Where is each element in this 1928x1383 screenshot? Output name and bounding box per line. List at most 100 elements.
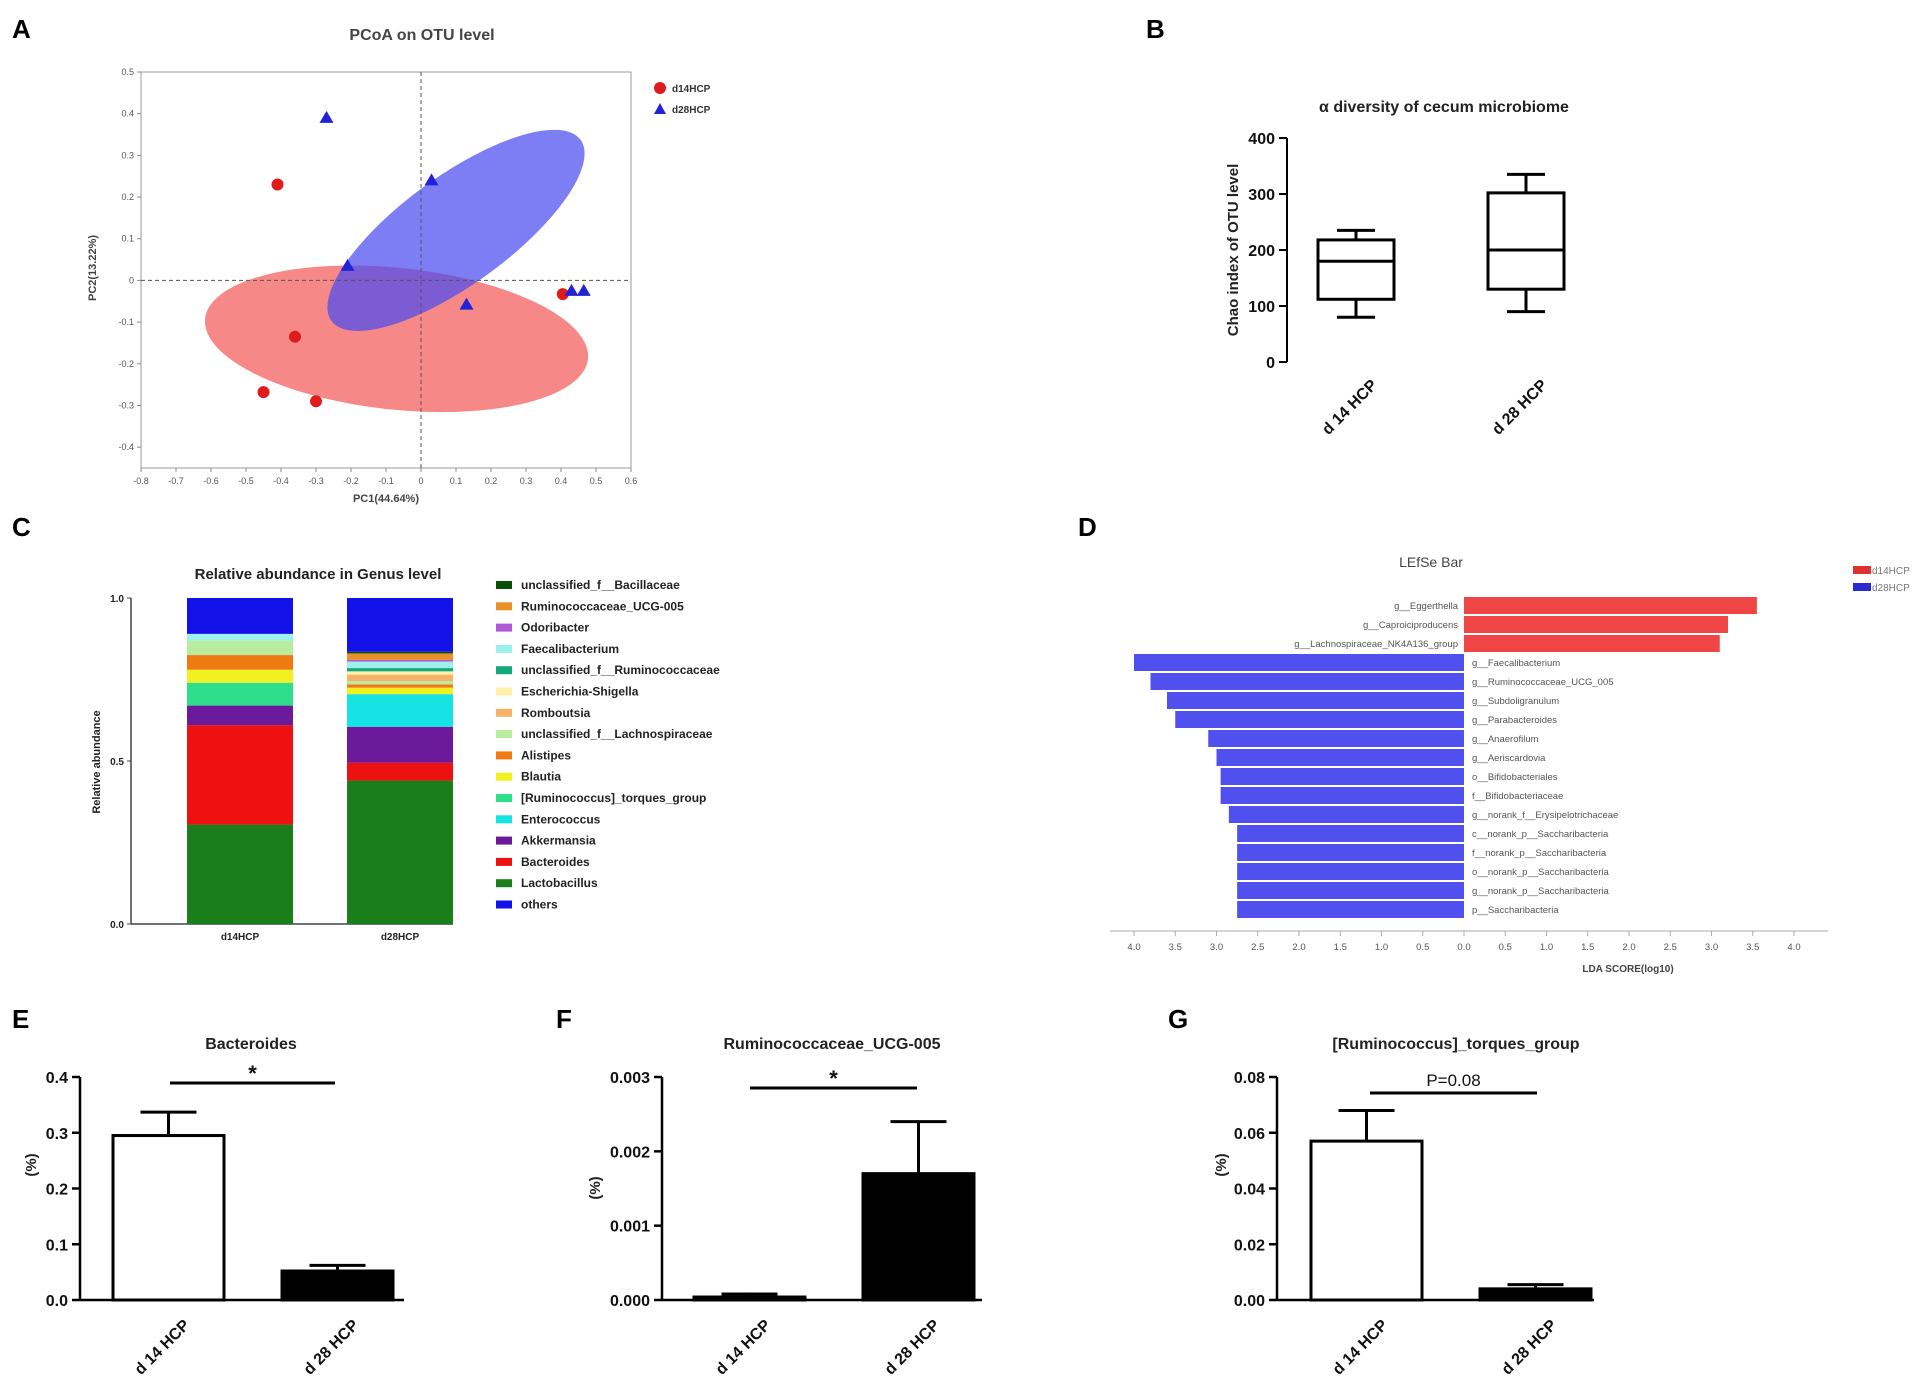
torques-significance-label: P=0.08 bbox=[1426, 1071, 1480, 1090]
torques-y-label: (%) bbox=[1213, 1153, 1230, 1176]
bacteroides-significance-label: * bbox=[248, 1061, 257, 1086]
lefse-bar-label: g__norank_f__Erysipelotrichaceae bbox=[1472, 810, 1618, 821]
lefse-x-tick-label: 4.0 bbox=[1127, 942, 1140, 953]
pcoa-ellipse-d14hcp bbox=[204, 265, 589, 413]
bacteroides-y-tick-label: 0.0 bbox=[46, 1293, 68, 1310]
lefse-x-tick-label: 4.0 bbox=[1787, 942, 1800, 953]
lefse-bar-g-ruminococcaceae-ucg-005 bbox=[1150, 673, 1464, 690]
genus-legend-label-unclassified-f-lachnospiraceae: unclassified_f__Lachnospiraceae bbox=[521, 727, 713, 741]
genus-bar-segment-unclassified-f-lachnospiraceae bbox=[347, 681, 453, 685]
genus-legend-swatch-unclassified-f-lachnospiraceae bbox=[496, 730, 512, 739]
lefse-x-tick-label: 3.5 bbox=[1169, 942, 1182, 953]
genus-legend-swatch-unclassified-f-bacillaceae bbox=[496, 581, 512, 589]
alpha-x-axis: d 14 HCP d 28 HCP bbox=[1319, 377, 1551, 439]
genus-x-tick-label: d14HCP bbox=[221, 932, 260, 943]
lefse-x-label: LDA SCORE(log10) bbox=[1582, 964, 1673, 975]
pcoa-y-tick-label: 0 bbox=[129, 275, 134, 285]
pcoa-ellipse-d28hcp bbox=[327, 129, 585, 331]
genus-legend-label-romboutsia: Romboutsia bbox=[521, 706, 591, 720]
pcoa-x-tick-label: -0.5 bbox=[238, 476, 254, 486]
pcoa-legend-d28: d28HCP bbox=[672, 105, 711, 116]
pcoa-point-d28hcp bbox=[564, 283, 579, 296]
genus-legend: unclassified_f__Bacillaceae Ruminococcace… bbox=[496, 578, 720, 912]
lefse-bar-label: f__Bifidobacteriaceae bbox=[1472, 791, 1563, 802]
alpha-x-tick-label: d 28 HCP bbox=[1489, 377, 1551, 439]
genus-legend-swatch-ruminococcus-torques-group bbox=[496, 794, 512, 802]
pcoa-y-tick-label: 0.4 bbox=[121, 109, 134, 119]
panel-label-g: G bbox=[1168, 1004, 1188, 1034]
pcoa-y-axis: 0.5 0.4 0.3 0.2 0.1 0 -0.1 -0.2 -0.3 -0.4 bbox=[118, 67, 141, 452]
genus-bar-segment-faecalibacterium bbox=[347, 661, 453, 669]
pcoa-y-tick-label: -0.3 bbox=[118, 400, 134, 410]
lefse-x-tick-label: 3.0 bbox=[1210, 942, 1223, 953]
torques-group-chart: [Ruminococcus]_torques_group 0.080.060.0… bbox=[1213, 1036, 1594, 1379]
bacteroides-x-tick-label: d 28 HCP bbox=[301, 1317, 363, 1379]
genus-legend-swatch-romboutsia bbox=[496, 708, 512, 717]
pcoa-point-d14hcp bbox=[310, 395, 322, 408]
alpha-y-tick-label: 300 bbox=[1248, 187, 1275, 204]
genus-legend-label-enterococcus: Enterococcus bbox=[521, 812, 601, 826]
ruminococcaceae-plot: 0.003 0.002 0.001 0.000 d 14 HCP d 28 HCP * bbox=[610, 1066, 982, 1379]
pcoa-y-label: PC2(13.22%) bbox=[87, 235, 99, 301]
panel-label-f: F bbox=[556, 1004, 572, 1034]
panel-label-a: A bbox=[12, 14, 31, 44]
genus-legend-swatch-bacteroides bbox=[496, 857, 512, 866]
torques-title: [Ruminococcus]_torques_group bbox=[1332, 1036, 1579, 1053]
pcoa-title: PCoA on OTU level bbox=[349, 27, 494, 44]
genus-legend-swatch-unclassified-f-ruminococcaceae bbox=[496, 666, 512, 675]
bacteroides-y-tick-label: 0.1 bbox=[46, 1237, 68, 1254]
ruminococcaceae-chart: Ruminococcaceae_UCG-005 0.0030.0020.0010… bbox=[587, 1036, 982, 1379]
pcoa-x-tick-label: 0.6 bbox=[625, 476, 638, 486]
genus-bar-segment-enterococcus bbox=[347, 694, 453, 727]
genus-legend-label-others: others bbox=[521, 898, 558, 912]
lefse-bar-g-caproiciproducens bbox=[1464, 616, 1728, 633]
alpha-y-tick-label: 400 bbox=[1248, 131, 1275, 148]
genus-legend-swatch-akkermansia bbox=[496, 836, 512, 845]
genus-bar-segment-unclassified-f-lachnospiraceae bbox=[187, 640, 293, 656]
genus-bar-segment-escherichia-shigella bbox=[347, 671, 453, 675]
pcoa-x-tick-label: 0.4 bbox=[555, 476, 568, 486]
lefse-chart: LEfSe Bar g__Eggerthella g__Caproiciprodu… bbox=[1110, 554, 1910, 975]
ruminococcaceae-bar-d-28-hcp bbox=[861, 1172, 976, 1302]
pcoa-y-tick-label: 0.3 bbox=[121, 150, 134, 160]
genus-legend-swatch-faecalibacterium bbox=[496, 644, 512, 653]
alpha-y-tick-label: 0 bbox=[1266, 355, 1275, 372]
lefse-legend-d14: d14HCP bbox=[1872, 566, 1910, 577]
genus-y-axis: 1.0 0.5 0.0 bbox=[110, 594, 131, 931]
ruminococcaceae-significance-label: * bbox=[829, 1066, 838, 1091]
genus-legend-swatch-lactobacillus bbox=[496, 879, 512, 888]
genus-legend-label-faecalibacterium: Faecalibacterium bbox=[521, 642, 619, 656]
lefse-bar-g-norank-p-saccharibacteria bbox=[1237, 882, 1464, 899]
lefse-bar-label: o__Bifidobacteriales bbox=[1472, 772, 1558, 783]
genus-legend-label-akkermansia: Akkermansia bbox=[521, 834, 596, 848]
ruminococcaceae-y-tick-label: 0.001 bbox=[610, 1219, 650, 1236]
lefse-bar-g-parabacteroides bbox=[1175, 711, 1464, 728]
genus-bar-segment-akkermansia bbox=[187, 705, 293, 726]
genus-bar-segment-odoribacter bbox=[347, 659, 453, 662]
pcoa-y-tick-label: 0.5 bbox=[121, 67, 134, 77]
pcoa-legend-triangle-marker bbox=[654, 103, 666, 114]
genus-x-axis: d14HCP d28HCP bbox=[221, 932, 420, 943]
genus-y-label: Relative abundance bbox=[91, 710, 103, 813]
pcoa-x-tick-label: 0.3 bbox=[520, 476, 533, 486]
lefse-bar-label: g__Faecalibacterium bbox=[1472, 658, 1560, 669]
ruminococcaceae-y-tick-label: 0.002 bbox=[610, 1144, 650, 1161]
bacteroides-bar-d-28-hcp bbox=[280, 1269, 395, 1302]
lefse-bar-o-norank-p-saccharibacteria bbox=[1237, 863, 1464, 880]
alpha-y-tick-label: 200 bbox=[1248, 243, 1275, 260]
lefse-bar-g-norank-f-erysipelotrichaceae bbox=[1228, 806, 1464, 823]
lefse-bar-label: g__Parabacteroides bbox=[1472, 715, 1557, 726]
lefse-bar-label: g__Aeriscardovia bbox=[1472, 753, 1546, 764]
genus-legend-swatch-escherichia-shigella bbox=[496, 687, 512, 696]
genus-bar-segment-faecalibacterium bbox=[187, 633, 293, 641]
pcoa-point-d28hcp bbox=[576, 283, 591, 296]
torques-y-tick-label: 0.04 bbox=[1234, 1182, 1265, 1199]
genus-bars bbox=[187, 598, 453, 924]
genus-legend-label-unclassified-f-ruminococcaceae: unclassified_f__Ruminococcaceae bbox=[521, 663, 720, 677]
bacteroides-title: Bacteroides bbox=[205, 1036, 297, 1053]
lefse-x-tick-label: 3.0 bbox=[1705, 942, 1718, 953]
pcoa-y-tick-label: -0.4 bbox=[118, 442, 134, 452]
genus-legend-swatch-alistipes bbox=[496, 751, 512, 760]
alpha-y-axis: 400 300 200 100 0 bbox=[1248, 131, 1287, 372]
genus-legend-label-alistipes: Alistipes bbox=[521, 748, 571, 762]
